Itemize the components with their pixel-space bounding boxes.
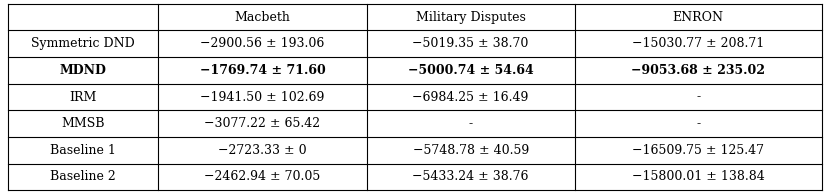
Text: −2900.56 ± 193.06: −2900.56 ± 193.06: [200, 37, 325, 50]
Text: −16509.75 ± 125.47: −16509.75 ± 125.47: [632, 144, 764, 157]
Text: −5748.78 ± 40.59: −5748.78 ± 40.59: [413, 144, 529, 157]
Text: MDND: MDND: [60, 64, 107, 77]
Text: MMSB: MMSB: [61, 117, 105, 130]
Text: IRM: IRM: [70, 90, 97, 104]
Text: −1941.50 ± 102.69: −1941.50 ± 102.69: [200, 90, 325, 104]
Text: -: -: [696, 117, 701, 130]
Text: −3077.22 ± 65.42: −3077.22 ± 65.42: [204, 117, 320, 130]
Text: −2462.94 ± 70.05: −2462.94 ± 70.05: [204, 170, 320, 183]
Text: −6984.25 ± 16.49: −6984.25 ± 16.49: [413, 90, 529, 104]
Text: −2723.33 ± 0: −2723.33 ± 0: [218, 144, 307, 157]
Text: Symmetric DND: Symmetric DND: [32, 37, 135, 50]
Text: -: -: [696, 90, 701, 104]
Text: −5000.74 ± 54.64: −5000.74 ± 54.64: [408, 64, 534, 77]
Text: Baseline 1: Baseline 1: [51, 144, 116, 157]
Text: Baseline 2: Baseline 2: [51, 170, 116, 183]
Text: Macbeth: Macbeth: [235, 11, 290, 24]
Text: -: -: [469, 117, 473, 130]
Text: −5433.24 ± 38.76: −5433.24 ± 38.76: [413, 170, 529, 183]
Text: ENRON: ENRON: [673, 11, 724, 24]
Text: −1769.74 ± 71.60: −1769.74 ± 71.60: [199, 64, 325, 77]
Text: −9053.68 ± 235.02: −9053.68 ± 235.02: [632, 64, 765, 77]
Text: −15030.77 ± 208.71: −15030.77 ± 208.71: [632, 37, 764, 50]
Text: Military Disputes: Military Disputes: [416, 11, 525, 24]
Text: −5019.35 ± 38.70: −5019.35 ± 38.70: [413, 37, 529, 50]
Text: −15800.01 ± 138.84: −15800.01 ± 138.84: [632, 170, 764, 183]
